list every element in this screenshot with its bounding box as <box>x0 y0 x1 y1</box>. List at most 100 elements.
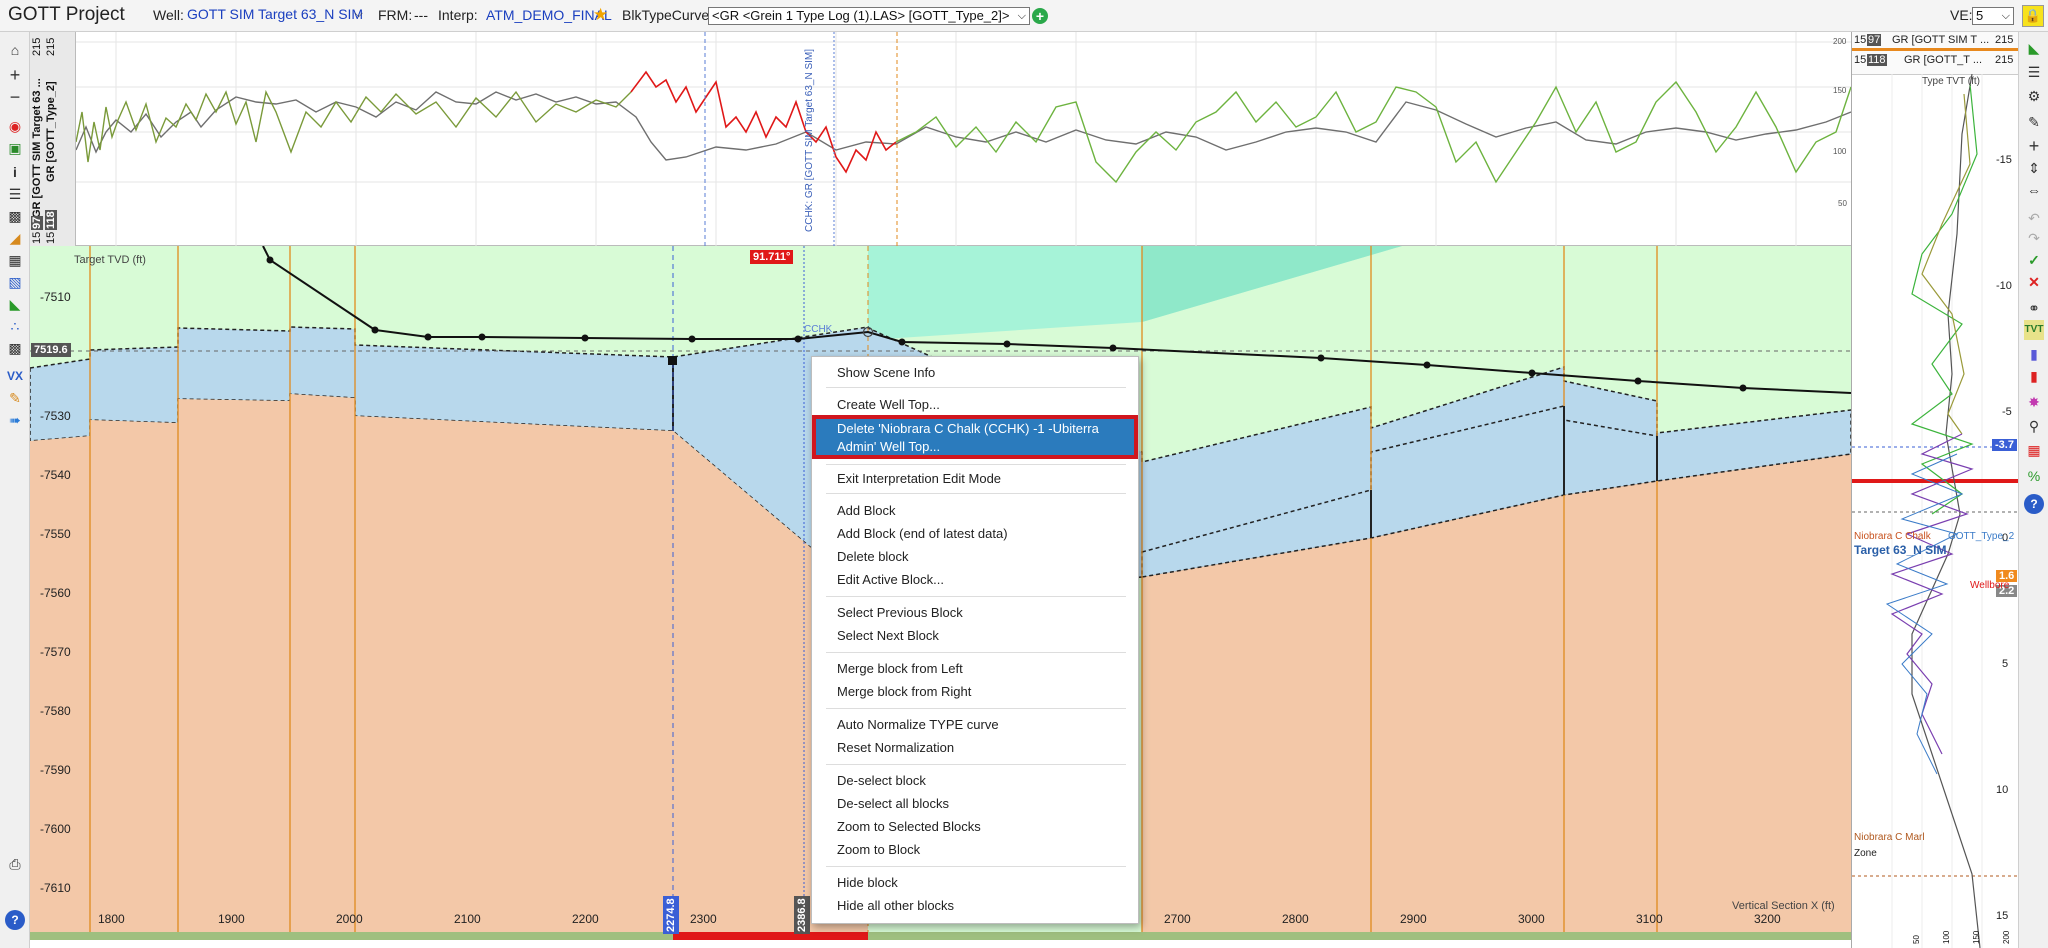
info-icon[interactable]: i <box>13 164 17 180</box>
ve-select[interactable]: 5 ⌵ <box>1972 7 2014 25</box>
menu-reset-normalization[interactable]: Reset Normalization <box>837 740 955 755</box>
ruler-icon[interactable]: ◢ <box>9 230 21 246</box>
menu-deselect-block[interactable]: De-select block <box>837 773 926 788</box>
percent-icon[interactable]: % <box>2027 468 2041 484</box>
type-log-panel[interactable]: 15 97 GR [GOTT SIM T ... 215 15 118 GR [… <box>1851 32 2018 948</box>
orange-zone <box>30 394 868 940</box>
menu-select-next-block[interactable]: Select Next Block <box>837 628 939 643</box>
interp-value[interactable]: ATM_DEMO_FINAL <box>486 7 612 23</box>
color-map-icon[interactable]: ▦ <box>2027 442 2041 458</box>
help-icon[interactable]: ? <box>2024 494 2044 514</box>
menu-auto-normalize[interactable]: Auto Normalize TYPE curve <box>837 717 999 732</box>
menu-merge-left[interactable]: Merge block from Left <box>837 661 963 676</box>
settings-gear-icon[interactable]: ⚙ <box>2027 88 2041 104</box>
legend-2-max: 215 <box>1995 54 2014 66</box>
type-curve-gray <box>1911 74 1981 948</box>
link-icon[interactable]: ⚭ <box>2028 300 2040 316</box>
split-icon[interactable]: ⇕ <box>2028 160 2040 176</box>
section-view-icon[interactable]: ◣ <box>2028 40 2040 56</box>
home-icon[interactable]: ⌂ <box>10 42 20 58</box>
blk-type-curve-select[interactable]: <GR <Grein 1 Type Log (1).LAS> [GOTT_Typ… <box>708 7 1030 25</box>
magnify-icon[interactable]: ⚲ <box>2028 418 2040 434</box>
legend-1-max: 215 <box>1995 34 2014 46</box>
pencil-icon[interactable]: ✎ <box>9 390 21 406</box>
menu-hide-block[interactable]: Hide block <box>837 875 898 890</box>
well-label: Well: <box>153 7 184 23</box>
well-select[interactable]: GOTT SIM Target 63_N SIM ⌵ <box>184 6 366 24</box>
app-title: GOTT Project <box>8 4 125 25</box>
scale-min-b: 15 <box>45 231 57 244</box>
menu-zoom-to-block[interactable]: Zoom to Block <box>837 842 921 857</box>
log-right-tick-2: 150 <box>1833 86 1847 95</box>
3d-view-icon[interactable]: ▦ <box>8 252 22 268</box>
log-curve-panel[interactable]: GR [GOTT SIM Target 63 ... GR [GOTT_Type… <box>30 32 1851 246</box>
type-x-tick-2: 100 <box>1942 930 1951 944</box>
menu-show-scene-info[interactable]: Show Scene Info <box>837 365 936 380</box>
zoom-out-icon[interactable]: − <box>9 87 21 107</box>
add-icon[interactable]: + <box>2028 136 2040 156</box>
reject-x-icon[interactable]: ✕ <box>2028 274 2040 290</box>
lock-icon[interactable]: 🔒 <box>2022 5 2044 27</box>
menu-edit-active-block[interactable]: Edit Active Block... <box>837 572 944 587</box>
x-tick-2200: 2200 <box>572 912 599 926</box>
print-icon[interactable]: ⎙ <box>9 856 21 872</box>
compass-icon[interactable]: ◉ <box>8 118 22 134</box>
arrows-right-icon[interactable]: ➠ <box>9 412 21 428</box>
block-vertex-handle[interactable] <box>668 356 677 365</box>
undo-icon[interactable]: ↶ <box>2028 210 2040 226</box>
x-tick-2100: 2100 <box>454 912 481 926</box>
red-block-icon[interactable]: ▮ <box>2030 368 2038 384</box>
edit-pencil-icon[interactable]: ✎ <box>2028 114 2040 130</box>
type-log-svg <box>1852 74 2018 948</box>
list-icon[interactable]: ☰ <box>2027 64 2041 80</box>
layers-icon[interactable]: ☰ <box>8 186 22 202</box>
blk-type-curve-label: BlkTypeCurve: <box>622 7 714 23</box>
x-tick-3000: 3000 <box>1518 912 1545 926</box>
menu-delete-well-top[interactable]: Delete 'Niobrara C Chalk (CCHK) -1 -Ubit… <box>812 415 1138 459</box>
blk-type-curve-value: <GR <Grein 1 Type Log (1).LAS> [GOTT_Typ… <box>712 8 1010 23</box>
palette-icon[interactable]: ✸ <box>2028 394 2040 410</box>
camera-icon[interactable]: ▩ <box>8 208 22 224</box>
wellbore-trajectory <box>262 246 1851 394</box>
legend-1-line <box>1852 48 2018 51</box>
add-curve-icon[interactable]: + <box>1032 8 1048 24</box>
favorite-star-icon[interactable]: ★ <box>593 5 609 24</box>
photo-icon[interactable]: ▩ <box>8 340 22 356</box>
menu-delete-block[interactable]: Delete block <box>837 549 909 564</box>
menu-zoom-selected-blocks[interactable]: Zoom to Selected Blocks <box>837 819 981 834</box>
stretch-icon[interactable]: ⇔ <box>2027 182 2041 198</box>
log-right-tick-4: 50 <box>1838 199 1847 208</box>
zoom-in-icon[interactable]: + <box>9 65 21 85</box>
redo-icon[interactable]: ↷ <box>2028 230 2040 246</box>
y-tick-3: -7530 <box>40 409 71 423</box>
cube-icon[interactable]: ▣ <box>8 140 22 156</box>
menu-add-block[interactable]: Add Block <box>837 503 896 518</box>
blue-zone-right <box>1141 405 1851 578</box>
help-icon[interactable]: ? <box>5 910 25 930</box>
type-curve-label: GR [GOTT_Type_2] <box>45 81 57 182</box>
y-tick-8: -7580 <box>40 704 71 718</box>
depth-badge: 7519.6 <box>31 343 71 357</box>
x-tick-3100: 3100 <box>1636 912 1663 926</box>
bars-icon[interactable]: ▮ <box>2030 346 2038 362</box>
points-icon[interactable]: ∴ <box>10 318 20 334</box>
well-top-handle[interactable] <box>862 326 874 338</box>
accept-check-icon[interactable]: ✓ <box>2028 252 2040 268</box>
type-curve-purple <box>1890 433 1974 755</box>
menu-exit-interp-edit[interactable]: Exit Interpretation Edit Mode <box>837 471 1002 486</box>
map-icon[interactable]: ▧ <box>8 274 22 290</box>
menu-hide-other-blocks[interactable]: Hide all other blocks <box>837 898 955 913</box>
type-legend: 15 97 GR [GOTT SIM T ... 215 15 118 GR [… <box>1852 32 2018 75</box>
tvt-icon[interactable]: TVT <box>2024 320 2044 340</box>
menu-create-well-top[interactable]: Create Well Top... <box>837 397 940 412</box>
section-icon[interactable]: ◣ <box>9 296 21 312</box>
orange-zone-right <box>1142 454 1851 940</box>
menu-add-block-end[interactable]: Add Block (end of latest data) <box>837 526 1008 541</box>
vx-icon[interactable]: VX <box>6 369 23 383</box>
scale-min-a: 15 <box>31 231 43 244</box>
menu-merge-right[interactable]: Merge block from Right <box>837 684 972 699</box>
menu-select-previous-block[interactable]: Select Previous Block <box>837 605 963 620</box>
type-x-tick-4: 200 <box>2002 930 2011 944</box>
menu-deselect-all-blocks[interactable]: De-select all blocks <box>837 796 949 811</box>
block-strip <box>30 932 1851 940</box>
